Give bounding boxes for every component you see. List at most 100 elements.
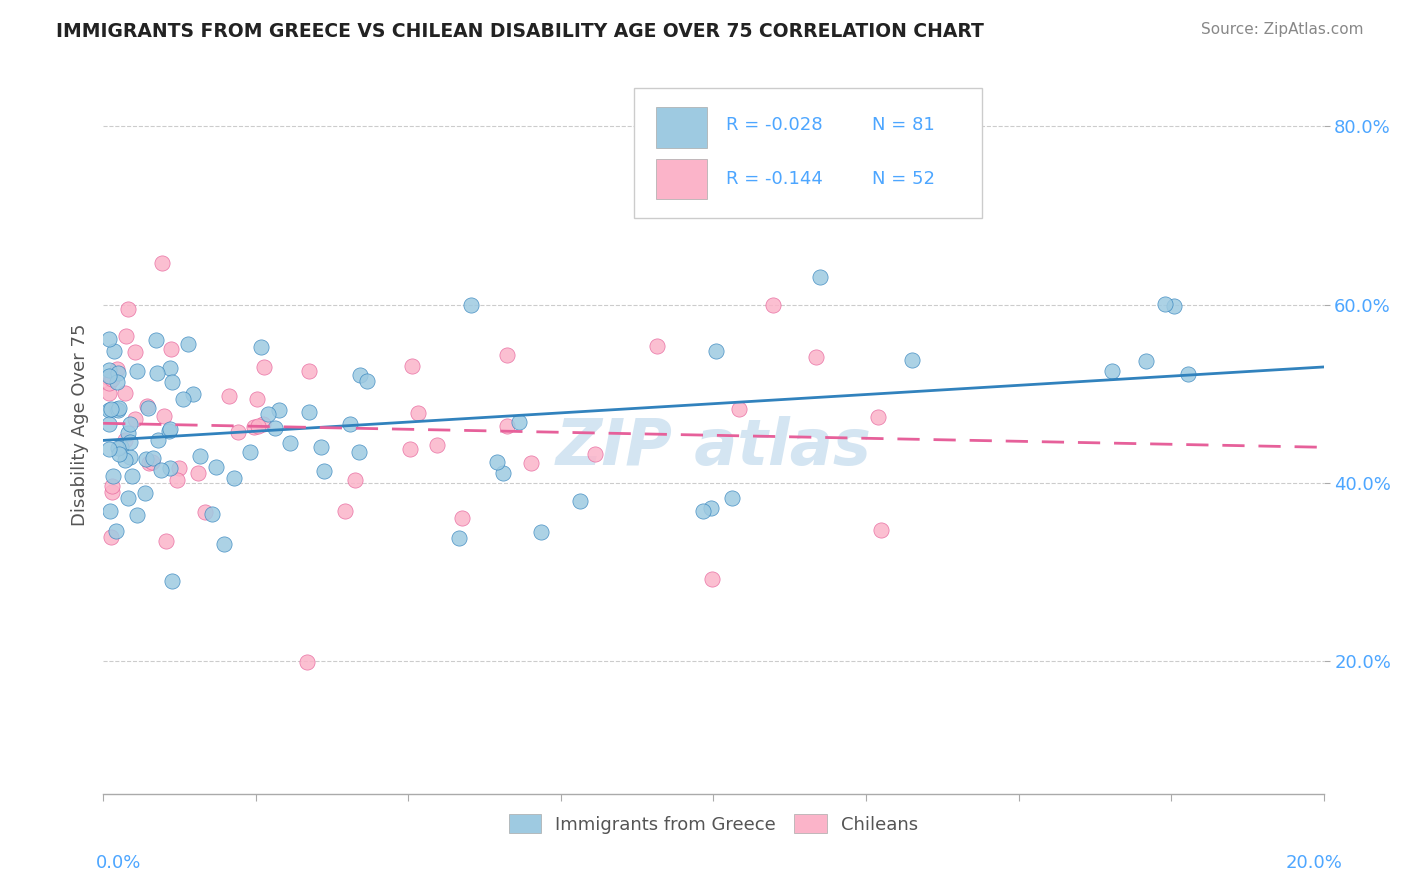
Point <box>160 574 183 588</box>
Point <box>101 372 124 386</box>
Point <box>492 466 515 480</box>
Point <box>194 505 217 519</box>
Point <box>159 461 181 475</box>
Point <box>239 444 262 458</box>
Point <box>399 442 422 457</box>
Point <box>298 364 321 378</box>
Point <box>495 348 517 362</box>
Text: R = -0.144: R = -0.144 <box>725 169 823 187</box>
Point <box>98 403 121 417</box>
Point <box>704 344 727 359</box>
Point <box>762 298 785 312</box>
Point <box>100 530 122 544</box>
Point <box>247 419 270 434</box>
Point <box>114 433 136 447</box>
Point <box>870 523 893 537</box>
Point <box>157 425 180 439</box>
Point <box>278 435 301 450</box>
Point <box>114 453 136 467</box>
Point <box>98 504 121 518</box>
Text: R = -0.028: R = -0.028 <box>725 116 823 135</box>
Point <box>153 409 176 424</box>
Point <box>162 375 184 389</box>
Point <box>866 410 889 425</box>
Point <box>519 456 541 470</box>
Point <box>125 364 148 378</box>
Point <box>142 451 165 466</box>
Point <box>98 332 121 346</box>
Point <box>720 491 742 506</box>
Point <box>900 353 922 368</box>
Point <box>312 464 335 478</box>
Point <box>169 461 191 475</box>
Point <box>100 401 122 416</box>
Point <box>426 438 449 452</box>
Point <box>134 486 156 500</box>
Point <box>98 376 121 391</box>
Point <box>508 416 530 430</box>
Point <box>804 350 827 364</box>
Point <box>335 504 357 518</box>
Point <box>120 417 142 431</box>
Point <box>107 366 129 380</box>
Point <box>105 375 128 389</box>
Legend: Immigrants from Greece, Chileans: Immigrants from Greece, Chileans <box>502 806 925 841</box>
Point <box>181 386 204 401</box>
Point <box>117 426 139 441</box>
Bar <box>657 107 707 147</box>
Point <box>339 417 361 431</box>
Point <box>98 442 121 456</box>
Point <box>104 402 127 417</box>
Point <box>530 524 553 539</box>
Point <box>188 449 211 463</box>
Point <box>246 392 269 406</box>
Point <box>124 344 146 359</box>
Point <box>98 417 121 432</box>
Point <box>118 434 141 449</box>
Point <box>309 440 332 454</box>
Point <box>495 419 517 434</box>
Point <box>264 421 287 435</box>
Point <box>222 471 245 485</box>
Point <box>1101 364 1123 378</box>
Point <box>159 361 181 376</box>
Point <box>107 441 129 455</box>
Point <box>252 417 274 432</box>
Point <box>108 446 131 460</box>
Point <box>201 507 224 521</box>
Point <box>105 362 128 376</box>
Text: IMMIGRANTS FROM GREECE VS CHILEAN DISABILITY AGE OVER 75 CORRELATION CHART: IMMIGRANTS FROM GREECE VS CHILEAN DISABI… <box>56 22 984 41</box>
Point <box>110 440 132 454</box>
Point <box>155 533 177 548</box>
Point <box>226 425 249 439</box>
Bar <box>657 159 707 199</box>
Point <box>250 340 273 354</box>
Point <box>583 447 606 461</box>
Point <box>146 433 169 447</box>
Point <box>146 366 169 380</box>
Point <box>117 491 139 506</box>
Point <box>135 452 157 467</box>
Text: Source: ZipAtlas.com: Source: ZipAtlas.com <box>1201 22 1364 37</box>
Point <box>141 455 163 469</box>
Point <box>136 401 159 416</box>
Point <box>212 537 235 551</box>
Point <box>145 333 167 347</box>
Point <box>645 339 668 353</box>
Point <box>204 459 226 474</box>
Point <box>118 450 141 464</box>
Point <box>1177 367 1199 381</box>
Text: N = 52: N = 52 <box>872 169 935 187</box>
Point <box>159 422 181 436</box>
Point <box>1135 354 1157 368</box>
Point <box>117 301 139 316</box>
Point <box>101 469 124 483</box>
Text: 20.0%: 20.0% <box>1286 855 1343 872</box>
Point <box>166 473 188 487</box>
Point <box>728 401 751 416</box>
Point <box>347 445 370 459</box>
Text: 0.0%: 0.0% <box>96 855 141 872</box>
Point <box>257 407 280 421</box>
Point <box>486 455 509 469</box>
Point <box>702 572 724 586</box>
